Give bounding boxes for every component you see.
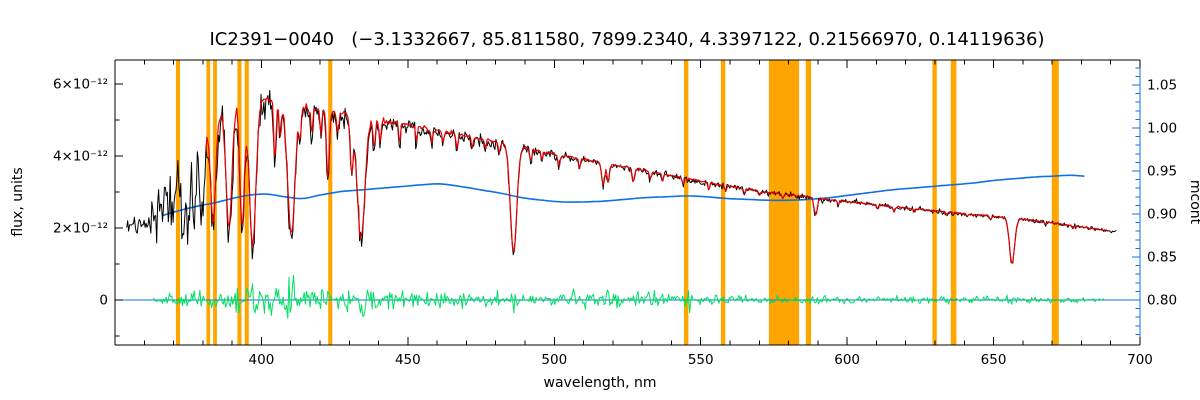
x-tick-label: 400 xyxy=(249,352,275,368)
flux-tick-label: 4×10⁻¹² xyxy=(53,149,108,165)
masked-band xyxy=(237,60,242,345)
residual-curve xyxy=(152,275,1105,319)
plot-title: IC2391−0040 (−3.1332667, 85.811580, 7899… xyxy=(209,29,1044,50)
masked-band xyxy=(175,60,180,345)
masked-band xyxy=(328,60,333,345)
x-tick-label: 700 xyxy=(1127,352,1153,368)
masked-band xyxy=(805,60,812,345)
masked-band xyxy=(720,60,726,345)
flux-tick-label: 2×10⁻¹² xyxy=(53,221,108,237)
fit-spectrum-curve xyxy=(205,96,1108,264)
masked-band xyxy=(768,60,800,345)
axes-layer xyxy=(114,59,1141,346)
observed-spectrum-curve xyxy=(126,90,1117,264)
mcont-tick-label: 0.85 xyxy=(1147,250,1177,266)
x-axis-label: wavelength, nm xyxy=(544,375,657,391)
flux-tick-label: 6×10⁻¹² xyxy=(53,77,108,93)
x-tick-label: 600 xyxy=(834,352,860,368)
mcont-tick-label: 1.05 xyxy=(1147,78,1177,94)
spectra-layer xyxy=(115,90,1140,319)
mcont-tick-label: 0.95 xyxy=(1147,164,1177,180)
x-tick-label: 500 xyxy=(541,352,567,368)
masked-band xyxy=(206,60,211,345)
masked-regions-layer xyxy=(175,60,1059,345)
x-tick-label: 650 xyxy=(981,352,1007,368)
y-axis-left-label: flux, units xyxy=(10,167,26,236)
masked-band xyxy=(684,60,689,345)
continuum-ratio-curve xyxy=(161,174,1085,217)
masked-band xyxy=(244,60,249,345)
x-tick-label: 550 xyxy=(688,352,714,368)
masked-band xyxy=(950,60,957,345)
mcont-tick-label: 0.80 xyxy=(1147,293,1177,309)
tick-labels-layer: 400 450 500 550 600 650 700 0 2×10⁻¹² 4×10⁻¹² 6×10… xyxy=(53,77,1177,369)
x-tick-label: 450 xyxy=(395,352,421,368)
y-axis-right-label: mcont xyxy=(1187,180,1200,225)
mcont-tick-label: 0.90 xyxy=(1147,207,1177,223)
masked-band xyxy=(1051,60,1059,345)
flux-tick-label: 0 xyxy=(99,293,108,309)
mcont-tick-label: 1.00 xyxy=(1147,121,1177,137)
masked-band xyxy=(932,60,937,345)
